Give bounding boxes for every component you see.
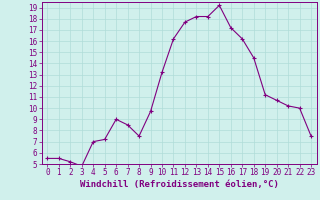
X-axis label: Windchill (Refroidissement éolien,°C): Windchill (Refroidissement éolien,°C) xyxy=(80,180,279,189)
